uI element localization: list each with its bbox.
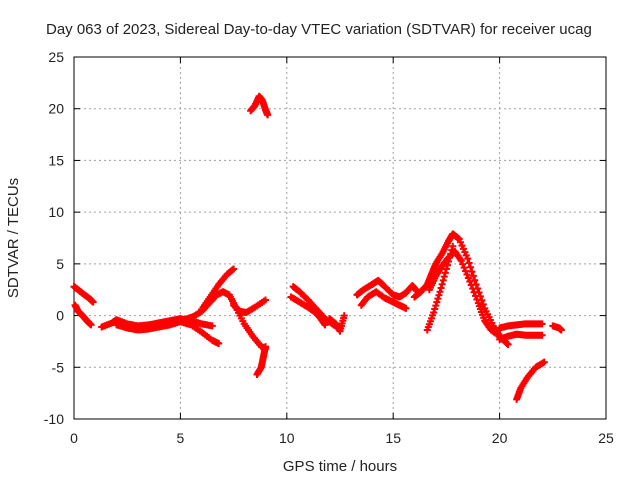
data-point xyxy=(473,296,481,304)
x-tick-label: 10 xyxy=(279,430,295,446)
data-point xyxy=(540,358,548,366)
data-point xyxy=(464,255,472,263)
data-point xyxy=(264,111,272,119)
axis-ticks: 0 5 10 15 20 25 -10 -5 0 5 10 15 20 25 xyxy=(44,49,614,446)
data-point xyxy=(470,288,478,296)
y-tick-label: 15 xyxy=(48,152,64,168)
data-point xyxy=(479,300,487,308)
data-point xyxy=(435,291,443,299)
series-track-l xyxy=(325,312,348,335)
series-track-u xyxy=(549,322,565,334)
data-point xyxy=(431,305,439,313)
data-point xyxy=(438,280,446,288)
data-point xyxy=(538,320,546,328)
data-point xyxy=(262,296,270,304)
grid xyxy=(74,57,606,419)
series-track-k xyxy=(287,293,329,329)
data-point xyxy=(87,321,95,329)
data-point xyxy=(447,250,455,258)
x-axis-title: GPS time / hours xyxy=(283,458,397,475)
data-point xyxy=(467,281,475,289)
data-point xyxy=(465,259,473,267)
data-point xyxy=(402,304,410,312)
data-point xyxy=(208,322,216,330)
y-tick-label: -10 xyxy=(44,411,64,427)
data-point xyxy=(449,242,457,250)
data-point xyxy=(466,277,474,285)
data-point xyxy=(340,312,348,320)
data-point xyxy=(538,331,546,339)
x-tick-label: 5 xyxy=(177,430,185,446)
y-tick-label: 5 xyxy=(56,256,64,272)
data-point xyxy=(437,284,445,292)
chart-title: Day 063 of 2023, Sidereal Day-to-day VTE… xyxy=(46,21,592,38)
series-track-h xyxy=(253,343,270,379)
series-track-m xyxy=(353,276,421,301)
series-track-b xyxy=(71,301,95,329)
data-point xyxy=(441,269,449,277)
data-point xyxy=(471,292,479,300)
x-tick-label: 25 xyxy=(598,430,614,446)
series-track-d xyxy=(113,318,223,347)
y-tick-label: -5 xyxy=(52,359,65,375)
x-tick-label: 0 xyxy=(70,430,78,446)
data-point xyxy=(434,295,442,303)
data-point xyxy=(557,326,565,334)
series-track-i xyxy=(247,92,272,119)
data-point xyxy=(439,276,447,284)
data-point xyxy=(321,321,329,329)
data-point xyxy=(440,273,448,281)
x-tick-label: 20 xyxy=(492,430,508,446)
y-tick-label: 10 xyxy=(48,204,64,220)
series-track-q xyxy=(423,242,457,334)
data-point xyxy=(433,298,441,306)
data-point xyxy=(469,285,477,293)
data-point xyxy=(442,265,450,273)
data-point xyxy=(471,276,479,284)
data-points xyxy=(70,92,565,403)
y-tick-label: 20 xyxy=(48,101,64,117)
series-track-a xyxy=(70,283,97,306)
data-point xyxy=(262,343,270,351)
y-tick-label: 25 xyxy=(48,49,64,65)
data-point xyxy=(215,339,223,347)
series-track-r xyxy=(496,320,546,332)
x-tick-label: 15 xyxy=(385,430,401,446)
data-point xyxy=(503,339,511,347)
series-track-f xyxy=(198,265,238,313)
data-point xyxy=(446,254,454,262)
plot-frame xyxy=(73,56,607,420)
data-point xyxy=(445,257,453,265)
data-point xyxy=(432,302,440,310)
data-point xyxy=(430,308,438,316)
data-point xyxy=(467,263,475,271)
data-point xyxy=(504,341,512,349)
data-point xyxy=(469,272,477,280)
series-track-s xyxy=(496,330,546,343)
data-point xyxy=(468,268,476,276)
data-point xyxy=(89,298,97,306)
data-point xyxy=(448,246,456,254)
y-tick-label: 0 xyxy=(56,308,64,324)
data-point xyxy=(230,265,238,273)
series-track-t xyxy=(513,358,548,403)
data-point xyxy=(436,288,444,296)
data-point xyxy=(443,261,451,269)
series-track-g xyxy=(230,296,270,316)
series-track-n xyxy=(357,288,410,312)
y-axis-title: SDTVAR / TECUs xyxy=(5,178,22,298)
